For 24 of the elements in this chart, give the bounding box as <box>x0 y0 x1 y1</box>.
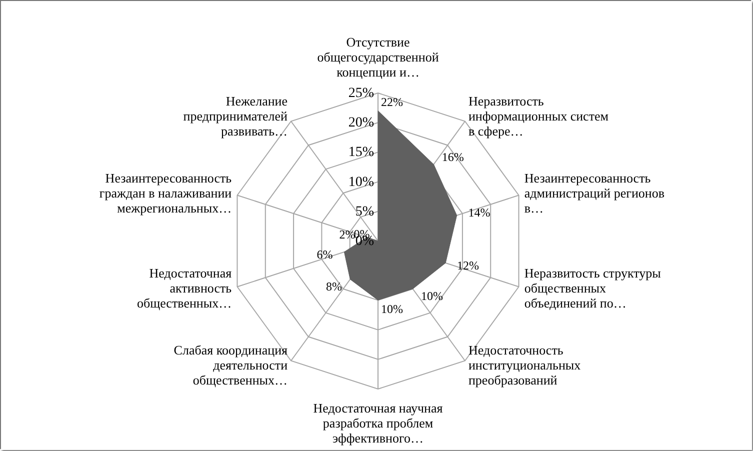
spoke-label: Незаинтересованность граждан в налаживании межрегиональных… <box>99 170 232 216</box>
y-tick-label: 20% <box>348 116 374 131</box>
data-label: 22% <box>381 94 403 109</box>
spoke-label: Отсутствие общегосударственной концепции и… <box>317 34 439 80</box>
y-tick-label: 10% <box>348 174 374 190</box>
data-label: 10% <box>381 302 403 316</box>
spoke-label: Неразвитость информационных систем в сфере… <box>468 93 609 138</box>
y-tick-label: 25% <box>348 86 374 101</box>
data-label: 12% <box>457 258 480 273</box>
spoke-label: Недостаточность институциональных преобразований <box>468 342 582 388</box>
y-tick-label: 5% <box>355 204 374 220</box>
data-label: 2% <box>339 228 356 242</box>
data-label: 14% <box>468 206 490 220</box>
data-label: 8% <box>326 280 342 294</box>
data-label: 6% <box>316 248 333 262</box>
y-tick-label: 15% <box>348 145 374 160</box>
spoke-label: Недостаточная научная разработка проблем эффективного… <box>313 400 443 446</box>
spoke-label: Незаинтересованность администраций регионов в… <box>524 170 665 216</box>
spoke-label: Нежелание предпринимателей развивать… <box>183 93 288 138</box>
spoke-label: Слабая координация деятельности общественных… <box>174 342 288 388</box>
data-label: 10% <box>421 289 444 304</box>
spoke-label: Недостаточная активность общественных… <box>136 266 232 311</box>
spoke-label: Неразвитость структуры общественных объединений по… <box>524 266 662 311</box>
data-label: 16% <box>442 150 464 164</box>
